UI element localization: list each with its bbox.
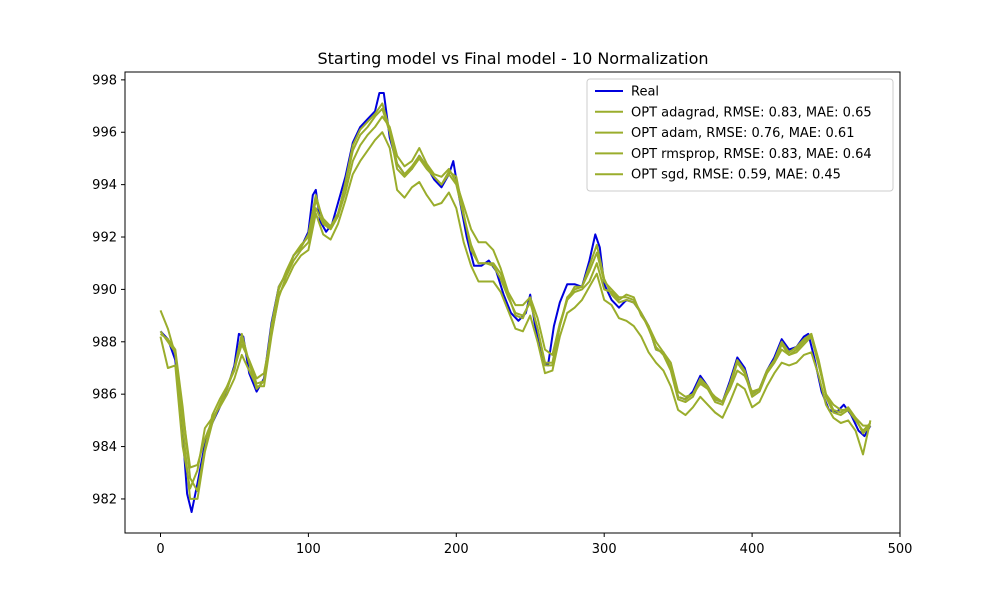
x-axis: 0 100 200 300 400 500: [156, 533, 912, 557]
x-tick-label-0: 0: [156, 542, 164, 557]
legend-label-1: OPT adagrad, RMSE: 0.83, MAE: 0.65: [631, 105, 872, 120]
legend-label-0: Real: [631, 85, 659, 100]
y-tick-label-8: 998: [92, 73, 117, 88]
y-tick-label-1: 984: [92, 440, 117, 455]
legend-label-2: OPT adam, RMSE: 0.76, MAE: 0.61: [631, 126, 854, 141]
y-tick-label-5: 992: [92, 231, 117, 246]
series-line-4: [159, 102, 872, 500]
plot-area: [124, 71, 901, 534]
y-tick-label-2: 986: [92, 388, 117, 403]
x-tick-label-1: 100: [296, 542, 321, 557]
chart-title: Starting model vs Final model - 10 Norma…: [317, 49, 708, 68]
x-tick-label-2: 200: [444, 542, 469, 557]
legend-label-3: OPT rmsprop, RMSE: 0.83, MAE: 0.64: [631, 147, 872, 162]
axes-frame: [124, 71, 901, 534]
y-tick-label-4: 990: [92, 283, 117, 298]
legend-label-4: OPT sgd, RMSE: 0.59, MAE: 0.45: [631, 168, 841, 183]
y-tick-label-6: 994: [92, 178, 117, 193]
series-line-3: [159, 131, 872, 490]
y-tick-label-3: 988: [92, 335, 117, 350]
x-tick-label-5: 500: [888, 542, 913, 557]
x-tick-label-4: 400: [740, 542, 765, 557]
y-axis: 982 984 986 988 990 992 994 996 998: [92, 73, 125, 507]
y-tick-label-0: 982: [92, 492, 117, 507]
legend: Real OPT adagrad, RMSE: 0.83, MAE: 0.65 OP…: [586, 78, 894, 192]
legend-box: [586, 78, 894, 192]
series-layer: [159, 92, 872, 513]
x-tick-label-3: 300: [592, 542, 617, 557]
y-tick-label-7: 996: [92, 126, 117, 141]
